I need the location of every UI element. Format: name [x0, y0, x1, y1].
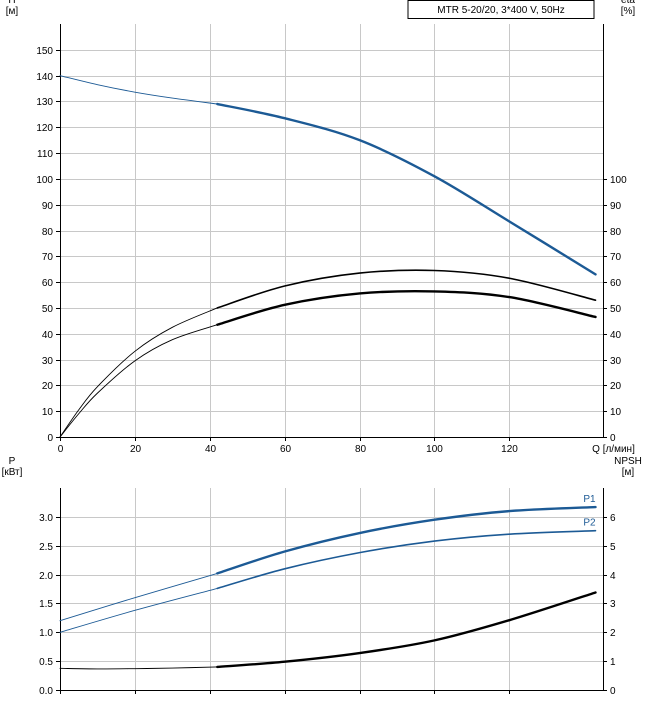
left-tick-label: 70 [42, 252, 54, 263]
left-tick-label: 130 [36, 97, 53, 108]
x-tick-label: 80 [355, 444, 367, 455]
right-tick-label: 3 [610, 599, 616, 610]
series-line [59, 572, 218, 622]
right-tick-label: 1 [610, 657, 616, 668]
right-axis-title: eta [621, 0, 635, 6]
left-tick-label: 10 [42, 407, 54, 418]
x-tick-label: 0 [58, 444, 64, 455]
left-tick-label: 0.0 [39, 686, 53, 697]
legend-label: MTR 5-20/20, 3*400 V, 50Hz [437, 5, 564, 16]
lower-panel: 0.0 0.5 1.0 1.5 2.0 2.5 3.0 0 1 2 3 4 5 6 P[кВт] NPSH[м… [2, 456, 642, 697]
x-tick-label: 60 [280, 444, 292, 455]
series-line [216, 505, 597, 575]
left-tick-label: 60 [42, 278, 54, 289]
left-tick-label: 2.0 [39, 571, 53, 582]
series-line [59, 75, 218, 105]
right-tick-label: 0 [610, 686, 616, 697]
right-tick-label: 70 [610, 252, 622, 263]
left-tick-label: 80 [42, 227, 54, 238]
series-line [59, 307, 218, 438]
left-tick-label: 30 [42, 356, 54, 367]
series-label: P2 [583, 518, 596, 529]
series-line [216, 269, 597, 309]
right-tick-label: 5 [610, 542, 616, 553]
right-tick-label: 4 [610, 571, 616, 582]
legend-box [407, 0, 595, 19]
left-tick-label: 100 [36, 175, 53, 186]
x-tick-label: 20 [130, 444, 142, 455]
right-tick-label: 2 [610, 628, 616, 639]
left-tick-label: 2.5 [39, 542, 53, 553]
right-tick-label: 60 [610, 278, 622, 289]
left-tick-label: 1.5 [39, 599, 53, 610]
series-line [59, 324, 218, 438]
left-axis-title: [м] [6, 6, 19, 17]
left-tick-label: 3.0 [39, 513, 53, 524]
left-tick-label: 20 [42, 381, 54, 392]
right-tick-label: 40 [610, 330, 622, 341]
left-tick-label: 120 [36, 123, 53, 134]
left-tick-label: 0.5 [39, 657, 53, 668]
right-tick-label: 50 [610, 304, 622, 315]
series-line [216, 102, 597, 276]
left-tick-label: 90 [42, 201, 54, 212]
left-axis-title: H [8, 0, 15, 6]
series-line [216, 529, 597, 590]
right-tick-label: 0 [610, 433, 616, 444]
left-axis-title: P [9, 456, 16, 467]
left-tick-label: 0 [47, 433, 53, 444]
right-tick-label: 90 [610, 201, 622, 212]
series-line [216, 289, 597, 326]
left-tick-label: 140 [36, 72, 53, 83]
right-tick-label: 20 [610, 381, 622, 392]
left-tick-label: 40 [42, 330, 54, 341]
right-axis-title: NPSH [614, 456, 642, 467]
left-axis-title: [кВт] [2, 467, 23, 478]
left-tick-label: 150 [36, 46, 53, 57]
right-tick-label: 80 [610, 227, 622, 238]
right-tick-label: 10 [610, 407, 622, 418]
x-tick-label: 100 [426, 444, 443, 455]
series-line [216, 591, 597, 669]
right-axis-title: [%] [621, 6, 636, 17]
right-tick-label: 6 [610, 513, 616, 524]
left-tick-label: 1.0 [39, 628, 53, 639]
upper-panel: 0102030405060708090100110120130140150010… [6, 0, 636, 455]
series-line [59, 587, 218, 633]
left-tick-label: 110 [37, 149, 53, 160]
legend: MTR 5-20/20, 3*400 V, 50Hz [407, 0, 595, 19]
right-axis-title: [м] [622, 467, 635, 478]
x-axis-label: Q [л/мин] [592, 444, 635, 455]
x-tick-label: 120 [501, 444, 518, 455]
left-tick-label: 50 [42, 304, 54, 315]
x-tick-label: 40 [205, 444, 217, 455]
right-tick-label: 30 [610, 356, 622, 367]
right-tick-label: 100 [610, 175, 627, 186]
series-label: P1 [583, 494, 596, 505]
series-line [59, 666, 218, 670]
